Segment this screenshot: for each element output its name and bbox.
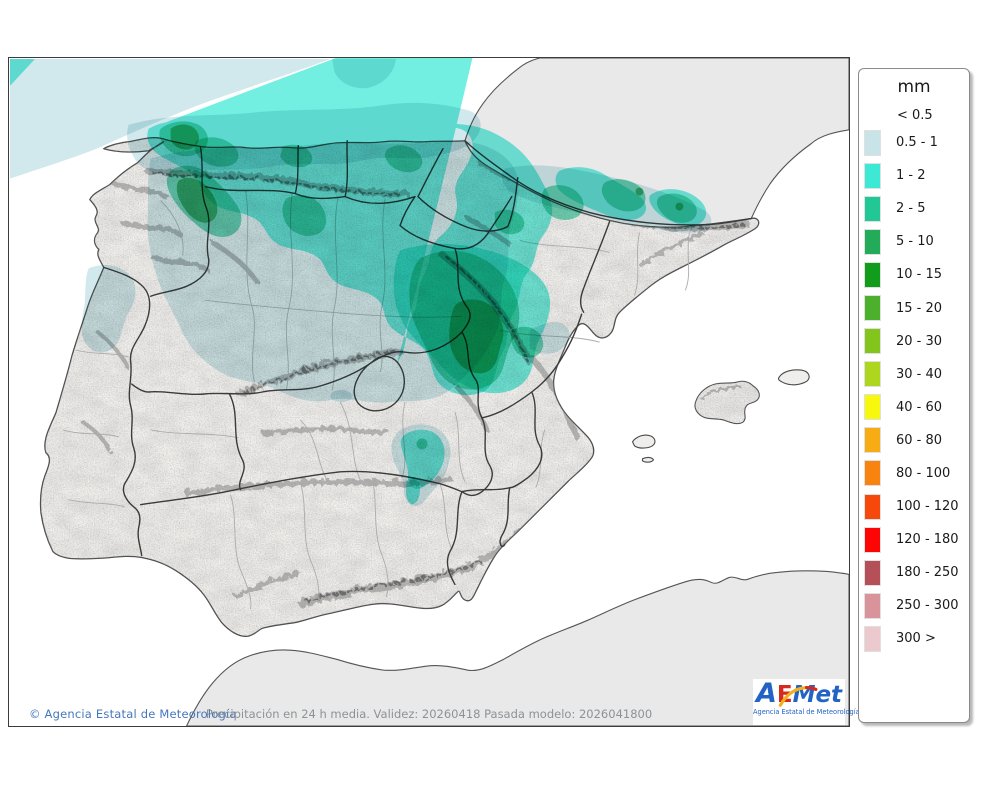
- africa-landmass: [185, 570, 849, 726]
- legend-less-than-label: < 0.5: [897, 108, 933, 123]
- legend-label: 60 - 80: [896, 432, 943, 448]
- legend-row: 300 >: [859, 622, 969, 655]
- legend-row: 250 - 300: [859, 589, 969, 622]
- legend-label: 180 - 250: [896, 565, 959, 581]
- legend-row: 20 - 30: [859, 325, 969, 358]
- legend-label: 15 - 20: [896, 300, 943, 316]
- legend-label: 250 - 300: [896, 598, 959, 614]
- legend-label: 5 - 10: [896, 234, 934, 250]
- legend-swatch: [864, 493, 881, 520]
- legend-rows: 0.5 - 1 1 - 2 2 - 5 5 - 10 10 - 15 15 - 20 20 …: [859, 126, 969, 656]
- precip-level-5-10: [170, 124, 684, 374]
- legend-row: 120 - 180: [859, 523, 969, 556]
- legend-swatch: [864, 460, 881, 487]
- legend-swatch: [864, 129, 881, 156]
- aemet-logo-e: E: [776, 682, 793, 708]
- precipitation-legend: mm < 0.5 0.5 - 1 1 - 2 2 - 5 5 - 10 10 - 15 1…: [858, 68, 970, 723]
- legend-row: 180 - 250: [859, 556, 969, 589]
- legend-swatch: [864, 328, 881, 355]
- legend-row: 1 - 2: [859, 159, 969, 192]
- legend-label: 120 - 180: [896, 532, 959, 548]
- legend-swatch: [864, 592, 881, 619]
- legend-row: 5 - 10: [859, 225, 969, 258]
- legend-row: 30 - 40: [859, 358, 969, 391]
- legend-label: 40 - 60: [896, 399, 943, 415]
- legend-swatch: [864, 361, 881, 388]
- legend-label: 10 - 15: [896, 267, 943, 283]
- legend-row: 2 - 5: [859, 192, 969, 225]
- legend-swatch: [864, 559, 881, 586]
- legend-label: 80 - 100: [896, 465, 951, 481]
- aemet-logo: AEMet Agencia Estatal de Meteorología: [753, 678, 860, 725]
- legend-row: 100 - 120: [859, 490, 969, 523]
- map-canvas: © Agencia Estatal de Meteorología Precip…: [8, 57, 860, 727]
- legend-label: 2 - 5: [896, 201, 926, 217]
- legend-row: 40 - 60: [859, 391, 969, 424]
- legend-label: 1 - 2: [896, 168, 926, 184]
- legend-label: 0.5 - 1: [896, 135, 938, 151]
- aemet-logo-met: Met: [792, 682, 843, 708]
- legend-swatch: [864, 394, 881, 421]
- precipitation-layer: [9, 58, 712, 506]
- copyright-text: © Agencia Estatal de Meteorología: [29, 707, 237, 721]
- legend-swatch: [864, 526, 881, 553]
- legend-swatch: [864, 162, 881, 189]
- legend-label: 30 - 40: [896, 366, 943, 382]
- aemet-logo-subtitle: Agencia Estatal de Meteorología: [753, 708, 860, 716]
- legend-title: mm: [897, 77, 931, 97]
- legend-label: 20 - 30: [896, 333, 943, 349]
- aemet-logo-a: A: [755, 678, 777, 709]
- legend-swatch: [864, 228, 881, 255]
- legend-row: 60 - 80: [859, 424, 969, 457]
- legend-label: 300 >: [896, 631, 936, 647]
- legend-swatch: [864, 625, 881, 652]
- legend-label: 100 - 120: [896, 499, 959, 515]
- legend-row: 0.5 - 1: [859, 126, 969, 159]
- legend-row: 10 - 15: [859, 258, 969, 291]
- legend-row: 80 - 100: [859, 457, 969, 490]
- model-run-caption: Precipitación en 24 h media. Validez: 20…: [205, 707, 653, 721]
- legend-swatch: [864, 195, 881, 222]
- legend-row: 15 - 20: [859, 291, 969, 324]
- legend-swatch: [864, 427, 881, 454]
- legend-swatch: [864, 295, 881, 322]
- legend-swatch: [864, 261, 881, 288]
- spain-map-svg: [9, 58, 849, 726]
